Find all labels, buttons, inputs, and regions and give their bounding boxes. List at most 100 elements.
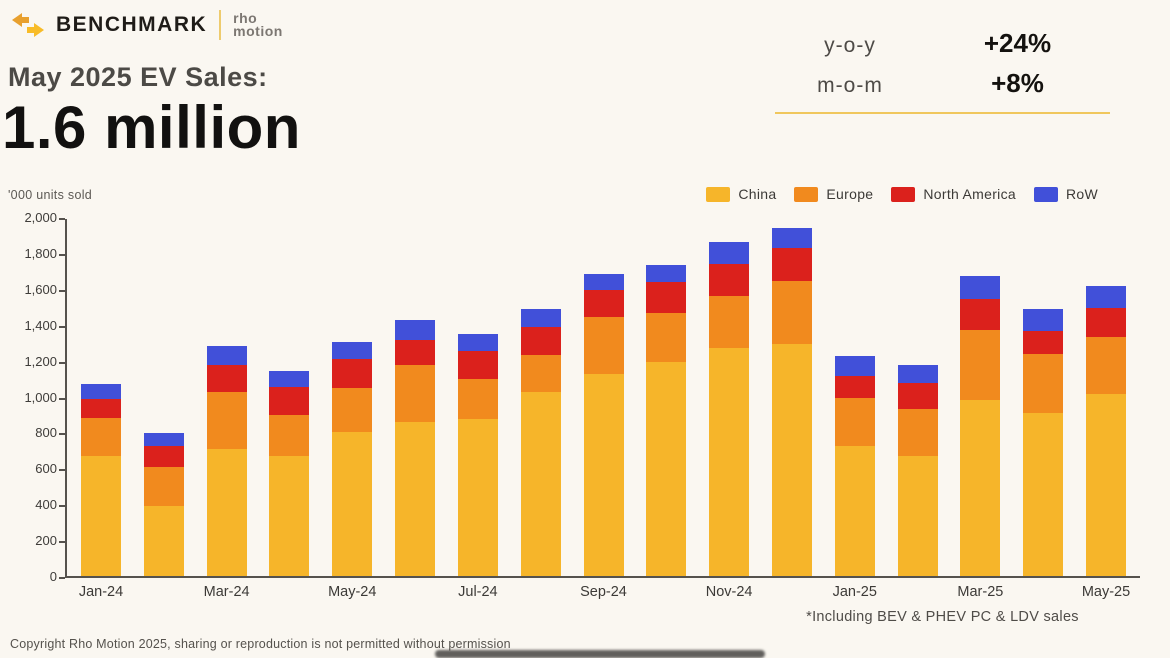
bar-oct-24 — [646, 219, 687, 576]
y-axis-tick-label: 1,400 — [24, 317, 57, 333]
logo-divider — [219, 10, 222, 40]
bar-may-24: May-24 — [328, 219, 376, 600]
chart-footnote: *Including BEV & PHEV PC & LDV sales — [806, 609, 1079, 625]
legend-label: RoW — [1065, 186, 1098, 202]
bar-segment-europe — [960, 329, 1001, 401]
bar-segment-china — [206, 449, 247, 576]
legend-label: Europe — [826, 186, 874, 202]
y-axis-tick-mark — [59, 289, 65, 292]
bar-segment-north-america — [709, 263, 750, 296]
legend-item-row: RoW — [1033, 186, 1098, 202]
y-axis-tick-mark — [59, 577, 65, 579]
bar-segment-row — [709, 242, 750, 264]
bar-feb-24 — [143, 219, 184, 576]
bar-segment-row — [81, 384, 121, 400]
bar-segment-europe — [583, 317, 624, 375]
bar-segment-north-america — [960, 299, 1001, 330]
bar-dec-24 — [771, 219, 812, 576]
bar-segment-row — [897, 364, 938, 384]
y-axis-tick-label: 1,200 — [24, 353, 57, 369]
bars-container: Jan-24 Mar-24 May-24 Jul-24 Sep-24 Nov-24 Jan-… — [67, 219, 1140, 600]
bar-segment-europe — [269, 415, 310, 456]
x-axis-tick-label: Sep-24 — [580, 584, 627, 600]
bar-segment-north-america — [771, 248, 812, 282]
y-axis-tick-label: 1,600 — [24, 281, 57, 297]
benchmark-logo-icon — [12, 13, 44, 37]
bar-segment-row — [646, 264, 687, 283]
bar-segment-china — [709, 347, 750, 576]
bar-segment-europe — [332, 387, 373, 433]
bar-segment-row — [1086, 285, 1126, 309]
bar-segment-north-america — [520, 327, 561, 355]
bar-aug-24 — [520, 219, 561, 576]
bar-segment-europe — [771, 281, 812, 344]
rho-motion-line1: rho — [233, 10, 258, 26]
bar-segment-row — [395, 319, 436, 340]
bar-segment-china — [1086, 393, 1126, 576]
y-axis-tick-label: 1,000 — [24, 389, 57, 405]
y-axis-tick-mark — [59, 218, 65, 220]
bar-segment-north-america — [332, 359, 373, 388]
y-axis-tick-label: 600 — [35, 461, 57, 477]
y-axis-tick-mark — [59, 505, 65, 508]
x-axis-tick-label: Jul-24 — [458, 584, 498, 600]
bar-segment-china — [583, 374, 624, 576]
bar-segment-europe — [143, 467, 184, 507]
bar-segment-north-america — [1086, 308, 1126, 337]
bar-segment-china — [332, 432, 373, 576]
bar-segment-north-america — [834, 376, 875, 398]
bar-segment-europe — [1086, 336, 1126, 394]
bar-segment-europe — [1023, 353, 1064, 413]
bar-segment-europe — [709, 295, 750, 348]
legend-swatch-icon — [794, 186, 819, 202]
y-axis-tick-label: 1,800 — [24, 245, 57, 261]
bar-segment-china — [520, 392, 561, 576]
y-axis-tick-label: 200 — [35, 533, 57, 549]
copyright-text: Copyright Rho Motion 2025, sharing or re… — [10, 637, 511, 651]
bar-segment-row — [206, 345, 247, 365]
bar-segment-china — [646, 361, 687, 576]
bar-segment-north-america — [143, 445, 184, 468]
x-axis-tick-label: May-25 — [1081, 584, 1131, 600]
bar-segment-row — [269, 370, 310, 387]
y-axis-tick-mark — [59, 253, 65, 256]
mom-value: +8% — [991, 68, 1044, 98]
bar-segment-china — [81, 456, 121, 576]
y-axis-tick-label: 800 — [35, 425, 57, 441]
mom-label: m-o-m — [817, 74, 883, 97]
bar-segment-china — [1023, 412, 1064, 576]
bar-segment-europe — [834, 397, 875, 446]
video-progress-bar[interactable] — [435, 650, 765, 658]
y-axis-tick-mark — [59, 361, 65, 364]
bar-segment-europe — [206, 392, 247, 450]
y-axis-tick-mark — [59, 397, 65, 400]
bar-apr-24 — [269, 219, 310, 576]
bar-segment-north-america — [395, 339, 436, 366]
legend-item-north-america: North America — [891, 186, 1016, 202]
y-axis-tick-mark — [59, 325, 65, 328]
header-logos: BENCHMARK rho motion — [12, 10, 283, 40]
legend-swatch-icon — [706, 186, 731, 202]
growth-stats: y-o-y +24% m-o-m +8% — [775, 28, 1110, 114]
bar-segment-europe — [646, 312, 687, 362]
bar-segment-row — [332, 342, 373, 360]
y-axis-tick-label: 0 — [49, 569, 57, 584]
rho-motion-line2: motion — [233, 23, 283, 39]
bar-feb-25 — [897, 219, 938, 576]
x-axis-tick-label: Nov-24 — [705, 584, 753, 600]
bar-segment-china — [897, 456, 938, 576]
y-axis-tick-label: 400 — [35, 497, 57, 513]
bar-segment-row — [960, 276, 1001, 300]
bar-segment-north-america — [583, 290, 624, 318]
bar-segment-row — [1023, 309, 1064, 332]
bar-segment-europe — [457, 378, 498, 419]
bar-segment-row — [457, 334, 498, 352]
bar-nov-24: Nov-24 — [706, 219, 753, 600]
bar-segment-row — [771, 227, 812, 249]
bar-jun-24 — [395, 219, 436, 576]
legend-label: North America — [923, 186, 1016, 202]
bar-segment-row — [143, 433, 184, 446]
x-axis-tick-label: Mar-25 — [957, 584, 1004, 600]
x-axis-tick-label: Jan-24 — [78, 584, 124, 600]
